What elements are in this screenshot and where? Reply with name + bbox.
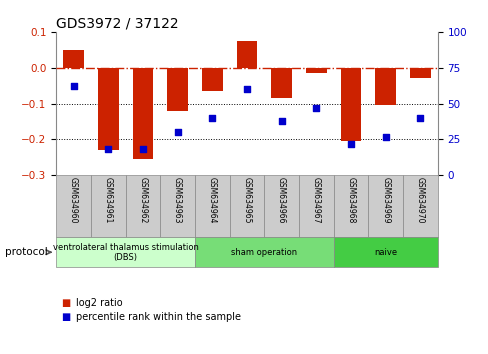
Bar xyxy=(229,175,264,237)
Text: percentile rank within the sample: percentile rank within the sample xyxy=(76,312,240,322)
Text: protocol: protocol xyxy=(5,247,47,257)
Text: log2 ratio: log2 ratio xyxy=(76,298,122,308)
Bar xyxy=(195,175,229,237)
Point xyxy=(346,141,354,147)
Text: GSM634963: GSM634963 xyxy=(173,177,182,224)
Point xyxy=(104,147,112,152)
Bar xyxy=(236,41,257,68)
Point xyxy=(243,86,250,92)
Bar xyxy=(409,68,430,79)
Text: GSM634964: GSM634964 xyxy=(207,177,216,224)
Point xyxy=(139,147,146,152)
Text: naive: naive xyxy=(373,248,396,257)
Bar xyxy=(402,175,437,237)
Point xyxy=(277,118,285,124)
Bar xyxy=(125,175,160,237)
Bar xyxy=(167,68,187,111)
Text: GSM634961: GSM634961 xyxy=(103,177,113,223)
Text: GSM634969: GSM634969 xyxy=(380,177,389,224)
Text: GSM634970: GSM634970 xyxy=(415,177,424,224)
Bar xyxy=(340,68,361,141)
Bar xyxy=(195,237,333,267)
Text: GSM634962: GSM634962 xyxy=(138,177,147,223)
Point xyxy=(312,105,320,111)
Text: ventrolateral thalamus stimulation
(DBS): ventrolateral thalamus stimulation (DBS) xyxy=(53,242,198,262)
Point xyxy=(381,134,389,139)
Bar xyxy=(63,50,84,68)
Text: GSM634966: GSM634966 xyxy=(277,177,285,224)
Bar xyxy=(305,68,326,73)
Bar xyxy=(298,175,333,237)
Bar xyxy=(367,175,402,237)
Text: GSM634968: GSM634968 xyxy=(346,177,355,223)
Bar xyxy=(91,175,125,237)
Bar xyxy=(374,68,395,105)
Bar xyxy=(160,175,195,237)
Bar xyxy=(202,68,222,91)
Bar xyxy=(98,68,119,150)
Bar xyxy=(132,68,153,159)
Point xyxy=(208,115,216,121)
Text: sham operation: sham operation xyxy=(231,248,297,257)
Point xyxy=(69,84,77,89)
Text: GSM634967: GSM634967 xyxy=(311,177,320,224)
Text: GSM634960: GSM634960 xyxy=(69,177,78,224)
Bar xyxy=(56,237,195,267)
Bar xyxy=(333,237,437,267)
Bar xyxy=(333,175,367,237)
Text: ■: ■ xyxy=(61,298,70,308)
Point xyxy=(173,129,181,135)
Bar xyxy=(264,175,298,237)
Point xyxy=(416,115,424,121)
Bar xyxy=(56,175,91,237)
Text: GSM634965: GSM634965 xyxy=(242,177,251,224)
Text: GDS3972 / 37122: GDS3972 / 37122 xyxy=(56,17,179,31)
Bar xyxy=(271,68,291,98)
Text: ■: ■ xyxy=(61,312,70,322)
